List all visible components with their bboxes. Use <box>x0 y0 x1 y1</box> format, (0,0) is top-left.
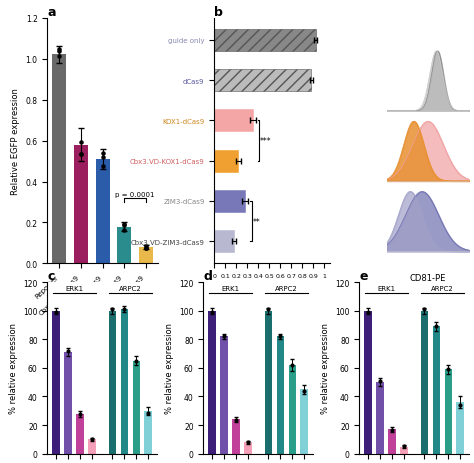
Y-axis label: % relative expression: % relative expression <box>320 323 329 413</box>
Text: ***: *** <box>260 137 272 146</box>
Point <box>120 226 128 234</box>
Text: p = 0.0001: p = 0.0001 <box>115 192 155 197</box>
Point <box>245 438 252 446</box>
Bar <box>365 311 372 454</box>
Point <box>53 308 60 316</box>
Bar <box>117 227 131 264</box>
Point <box>421 306 428 313</box>
Point <box>264 306 272 313</box>
Point <box>99 154 106 162</box>
Point <box>142 243 149 250</box>
Y-axis label: Relative EGFP expression: Relative EGFP expression <box>11 88 20 194</box>
Bar <box>214 190 245 213</box>
Point <box>445 366 452 373</box>
Bar <box>388 430 396 454</box>
Bar <box>214 110 253 132</box>
Point <box>55 49 63 56</box>
Bar <box>145 411 152 454</box>
Point <box>55 46 63 53</box>
Point <box>77 139 85 146</box>
Text: e: e <box>359 269 368 282</box>
Bar <box>456 402 464 454</box>
Point <box>220 332 228 339</box>
Bar <box>76 414 84 454</box>
Bar <box>376 382 384 454</box>
Y-axis label: % relative expression: % relative expression <box>164 323 173 413</box>
Bar <box>433 327 440 454</box>
Point <box>99 163 106 170</box>
Bar <box>301 389 308 454</box>
Point <box>142 245 149 252</box>
Text: d: d <box>203 269 212 282</box>
Point <box>109 306 116 313</box>
Bar <box>214 30 316 52</box>
Point <box>88 435 96 443</box>
Bar <box>138 248 153 264</box>
Text: ERK1: ERK1 <box>221 286 239 292</box>
Bar <box>53 55 66 264</box>
Bar <box>74 145 88 264</box>
Bar <box>445 369 452 454</box>
Point <box>77 150 85 158</box>
Point <box>121 306 128 313</box>
Text: ARPC2: ARPC2 <box>275 286 298 292</box>
Bar <box>109 311 117 454</box>
Point <box>365 308 372 316</box>
Point <box>133 357 140 365</box>
Bar <box>264 311 273 454</box>
X-axis label: Relative CD81
levels: Relative CD81 levels <box>242 284 302 304</box>
Bar <box>220 337 228 454</box>
Bar <box>133 361 140 454</box>
Text: CD81-PE: CD81-PE <box>410 274 446 283</box>
Point <box>77 150 85 158</box>
Point <box>301 388 308 395</box>
Text: ERK1: ERK1 <box>377 286 395 292</box>
Point <box>388 426 396 433</box>
Point <box>145 409 152 416</box>
Text: c: c <box>47 269 55 282</box>
Text: ERK1: ERK1 <box>65 286 83 292</box>
Text: **: ** <box>252 217 260 226</box>
Point <box>99 150 106 157</box>
Point <box>64 347 72 355</box>
Bar <box>400 447 408 454</box>
Bar <box>214 231 234 253</box>
Point <box>209 308 216 316</box>
Text: ARPC2: ARPC2 <box>119 286 142 292</box>
Bar <box>214 150 238 172</box>
Point <box>289 362 296 369</box>
Point <box>376 377 384 385</box>
Bar <box>88 439 96 454</box>
Bar <box>96 160 109 264</box>
Text: ARPC2: ARPC2 <box>431 286 454 292</box>
Point <box>277 333 284 340</box>
Bar <box>209 311 216 454</box>
Bar <box>53 311 60 454</box>
Bar <box>64 352 72 454</box>
Point <box>120 222 128 230</box>
Point <box>120 220 128 228</box>
Bar <box>420 311 428 454</box>
Bar <box>276 337 284 454</box>
Bar <box>244 442 252 454</box>
Bar <box>289 365 296 454</box>
Bar <box>120 310 128 454</box>
Y-axis label: % relative expression: % relative expression <box>9 323 18 413</box>
Point <box>433 323 440 330</box>
Text: b: b <box>214 6 223 19</box>
Point <box>401 443 408 450</box>
Bar <box>214 70 311 92</box>
Point <box>232 416 240 423</box>
Point <box>142 245 149 252</box>
Bar <box>232 419 240 454</box>
Point <box>76 410 84 418</box>
Point <box>55 53 63 61</box>
Text: a: a <box>47 6 56 19</box>
Point <box>456 401 464 408</box>
